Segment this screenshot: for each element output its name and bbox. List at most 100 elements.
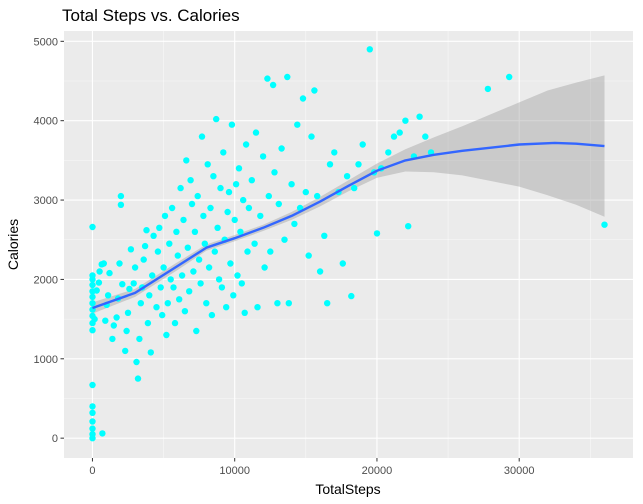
data-point: [89, 425, 96, 432]
data-point: [143, 227, 150, 234]
data-point: [242, 141, 250, 148]
data-point: [150, 232, 157, 239]
data-point: [89, 300, 96, 307]
data-point: [116, 260, 123, 267]
data-point: [127, 246, 135, 253]
data-point: [159, 311, 166, 319]
data-point: [305, 252, 312, 259]
data-point: [136, 335, 143, 343]
data-point: [171, 319, 179, 327]
data-point: [234, 272, 241, 279]
data-point: [131, 264, 139, 271]
data-point: [211, 248, 218, 255]
data-point: [254, 304, 261, 311]
data-point: [248, 177, 255, 184]
data-point: [373, 230, 381, 237]
data-point: [166, 240, 173, 247]
data-point: [241, 309, 248, 316]
data-point: [153, 304, 160, 311]
data-point: [267, 248, 274, 255]
data-point: [89, 431, 96, 438]
data-point: [259, 153, 267, 160]
data-point: [96, 268, 103, 275]
data-point: [157, 284, 164, 291]
data-point: [302, 188, 309, 196]
data-point: [106, 269, 113, 277]
data-point: [385, 149, 392, 156]
y-axis: 0 1000 2000 3000 4000 5000: [34, 36, 64, 445]
data-point: [220, 149, 227, 156]
data-point: [193, 327, 200, 335]
data-point: [251, 240, 258, 247]
data-point: [89, 409, 96, 416]
data-point: [257, 212, 264, 220]
data-point: [187, 177, 194, 184]
data-point: [99, 430, 106, 437]
x-axis-title: TotalSteps: [315, 481, 380, 497]
data-point: [396, 129, 403, 136]
data-point: [237, 228, 244, 235]
data-point: [89, 327, 96, 334]
data-point: [294, 121, 301, 128]
data-point: [244, 248, 251, 255]
data-point: [95, 279, 103, 286]
data-point: [149, 272, 156, 279]
data-point: [348, 292, 355, 300]
data-point: [124, 309, 132, 316]
data-point: [170, 284, 177, 291]
y-tick-label: 1000: [34, 354, 58, 366]
data-point: [197, 280, 204, 287]
y-tick-label: 5000: [34, 36, 58, 48]
data-point: [102, 317, 109, 324]
data-point: [203, 300, 210, 307]
data-point: [321, 232, 328, 239]
data-point: [144, 319, 152, 327]
data-point: [177, 184, 184, 192]
data-point: [245, 204, 253, 212]
data-point: [506, 73, 513, 81]
data-point: [331, 149, 338, 156]
smooth-trend-line: [92, 141, 605, 310]
data-point: [265, 192, 272, 200]
data-point: [210, 173, 217, 180]
data-point: [205, 264, 213, 271]
data-point: [183, 157, 190, 164]
data-point: [89, 403, 96, 410]
data-point: [284, 73, 291, 81]
data-point: [252, 129, 260, 136]
data-point: [238, 280, 245, 287]
data-point: [228, 121, 236, 128]
x-tick-label: 20000: [362, 465, 393, 477]
data-point: [174, 252, 181, 259]
data-point: [311, 87, 318, 94]
data-point: [326, 161, 334, 168]
data-point: [351, 184, 358, 192]
data-point: [416, 113, 423, 120]
data-point: [147, 349, 154, 356]
data-point: [191, 228, 199, 235]
data-point: [104, 292, 112, 299]
data-point: [218, 284, 226, 291]
data-point: [141, 242, 149, 250]
data-point: [278, 145, 285, 152]
data-point: [299, 95, 307, 102]
data-point: [123, 327, 130, 335]
data-point: [215, 276, 223, 283]
data-point: [173, 228, 180, 235]
data-point: [223, 304, 230, 311]
data-point: [200, 212, 207, 220]
data-point: [140, 256, 147, 263]
data-point: [201, 240, 208, 247]
data-point: [178, 272, 186, 279]
data-point: [288, 181, 295, 188]
data-point: [232, 181, 240, 188]
data-point: [274, 300, 281, 307]
data-point: [195, 256, 203, 263]
data-point: [163, 331, 170, 339]
data-point: [402, 117, 409, 124]
data-point: [137, 300, 144, 307]
data-point: [366, 46, 373, 53]
data-point: [204, 161, 211, 168]
data-point: [117, 192, 125, 200]
